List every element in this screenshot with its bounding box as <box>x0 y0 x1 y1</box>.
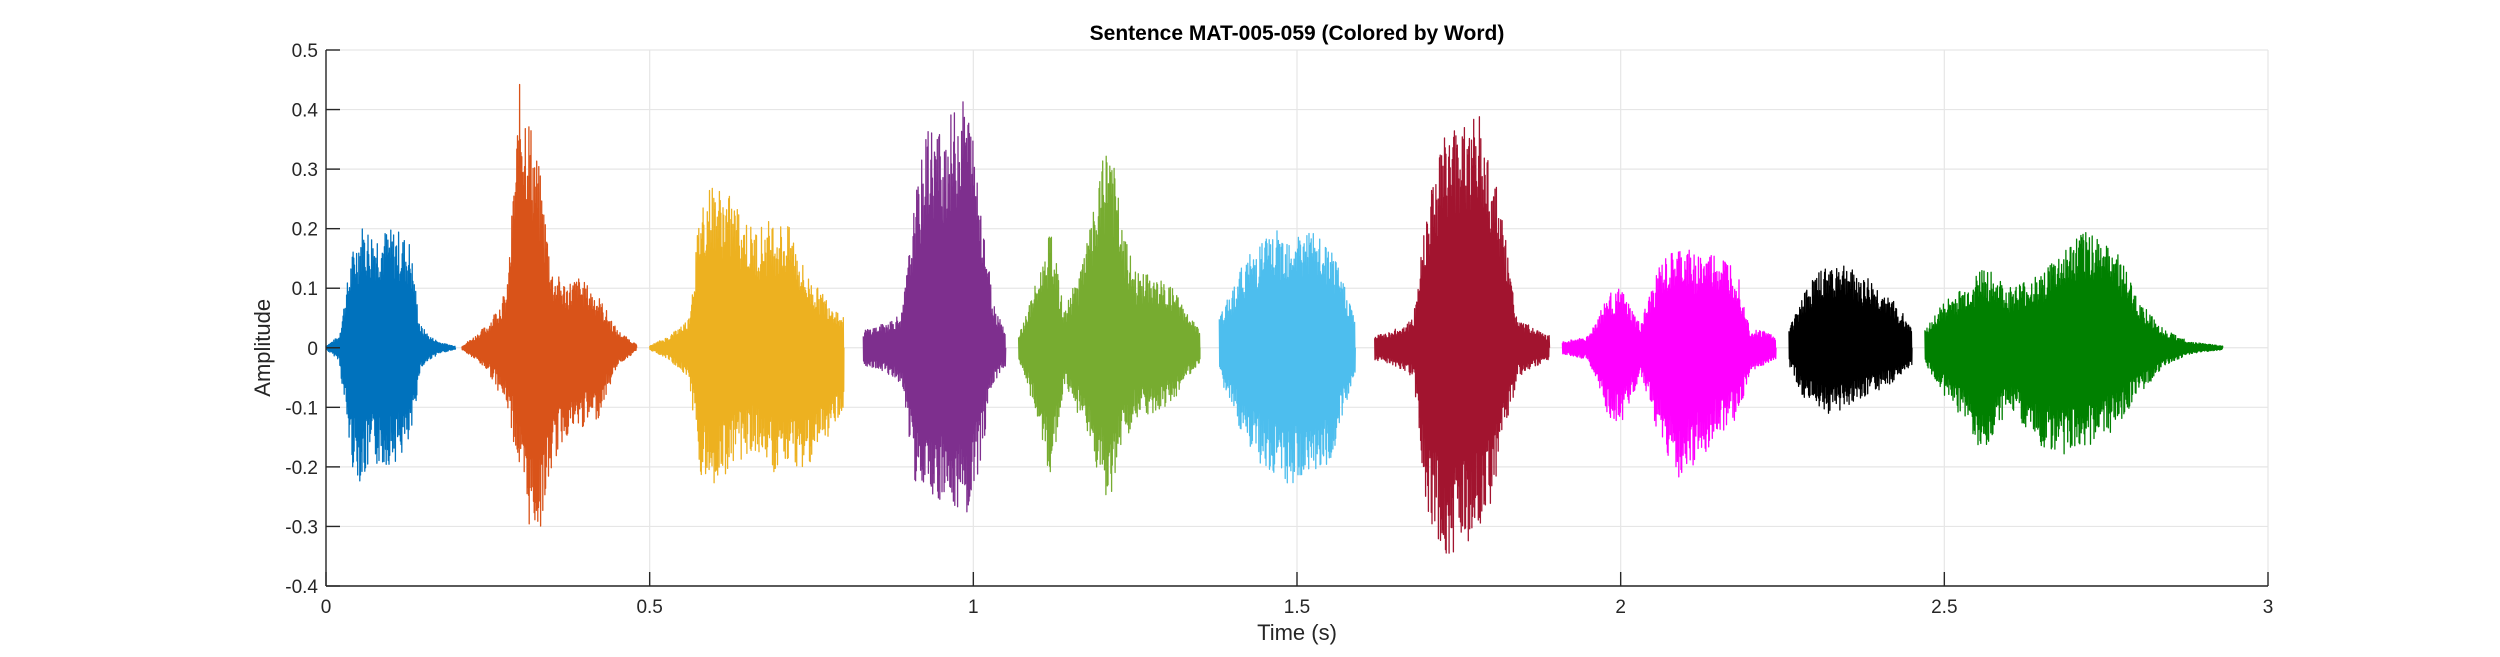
y-axis-label: Amplitude <box>250 299 275 397</box>
y-tick-label: 0 <box>307 339 318 360</box>
word-waveform-4 <box>862 101 1007 513</box>
x-axis-ticks: 0 0.5 1 1.5 2 2.5 3 <box>321 572 2274 618</box>
word-waveform-5 <box>1017 155 1201 496</box>
y-tick-label: 0.4 <box>292 101 319 122</box>
y-tick-label: 0.3 <box>292 160 318 181</box>
word-waveform-6 <box>1218 230 1356 484</box>
y-axis-ticks: -0.4 -0.3 -0.2 -0.1 0 0.1 0.2 0.3 0.4 0.5 <box>285 41 340 598</box>
y-tick-label: -0.2 <box>285 458 318 479</box>
word-waveform-8 <box>1561 249 1777 478</box>
word-waveform-7 <box>1374 116 1551 554</box>
word-waveform-1 <box>325 228 457 482</box>
y-tick-label: -0.1 <box>285 398 318 419</box>
y-tick-label: -0.3 <box>285 517 318 538</box>
y-tick-label: 0.5 <box>292 41 318 62</box>
y-tick-label: 0.1 <box>292 279 318 300</box>
x-tick-label: 1.5 <box>1284 597 1310 618</box>
word-waveform-10 <box>1924 232 2224 455</box>
waveform-series <box>325 83 2224 554</box>
y-tick-label: -0.4 <box>285 577 318 598</box>
chart-title: Sentence MAT-005-059 (Colored by Word) <box>1090 22 1505 45</box>
word-waveform-9 <box>1788 265 1913 414</box>
x-tick-label: 0.5 <box>636 597 662 618</box>
x-tick-label: 1 <box>968 597 979 618</box>
x-tick-label: 2 <box>1615 597 1626 618</box>
x-tick-label: 3 <box>2263 597 2274 618</box>
x-axis-label: Time (s) <box>1257 620 1337 645</box>
x-tick-label: 0 <box>321 597 332 618</box>
word-waveform-2 <box>461 83 638 527</box>
x-tick-label: 2.5 <box>1931 597 1957 618</box>
y-tick-label: 0.2 <box>292 220 318 241</box>
word-waveform-3 <box>649 187 845 484</box>
